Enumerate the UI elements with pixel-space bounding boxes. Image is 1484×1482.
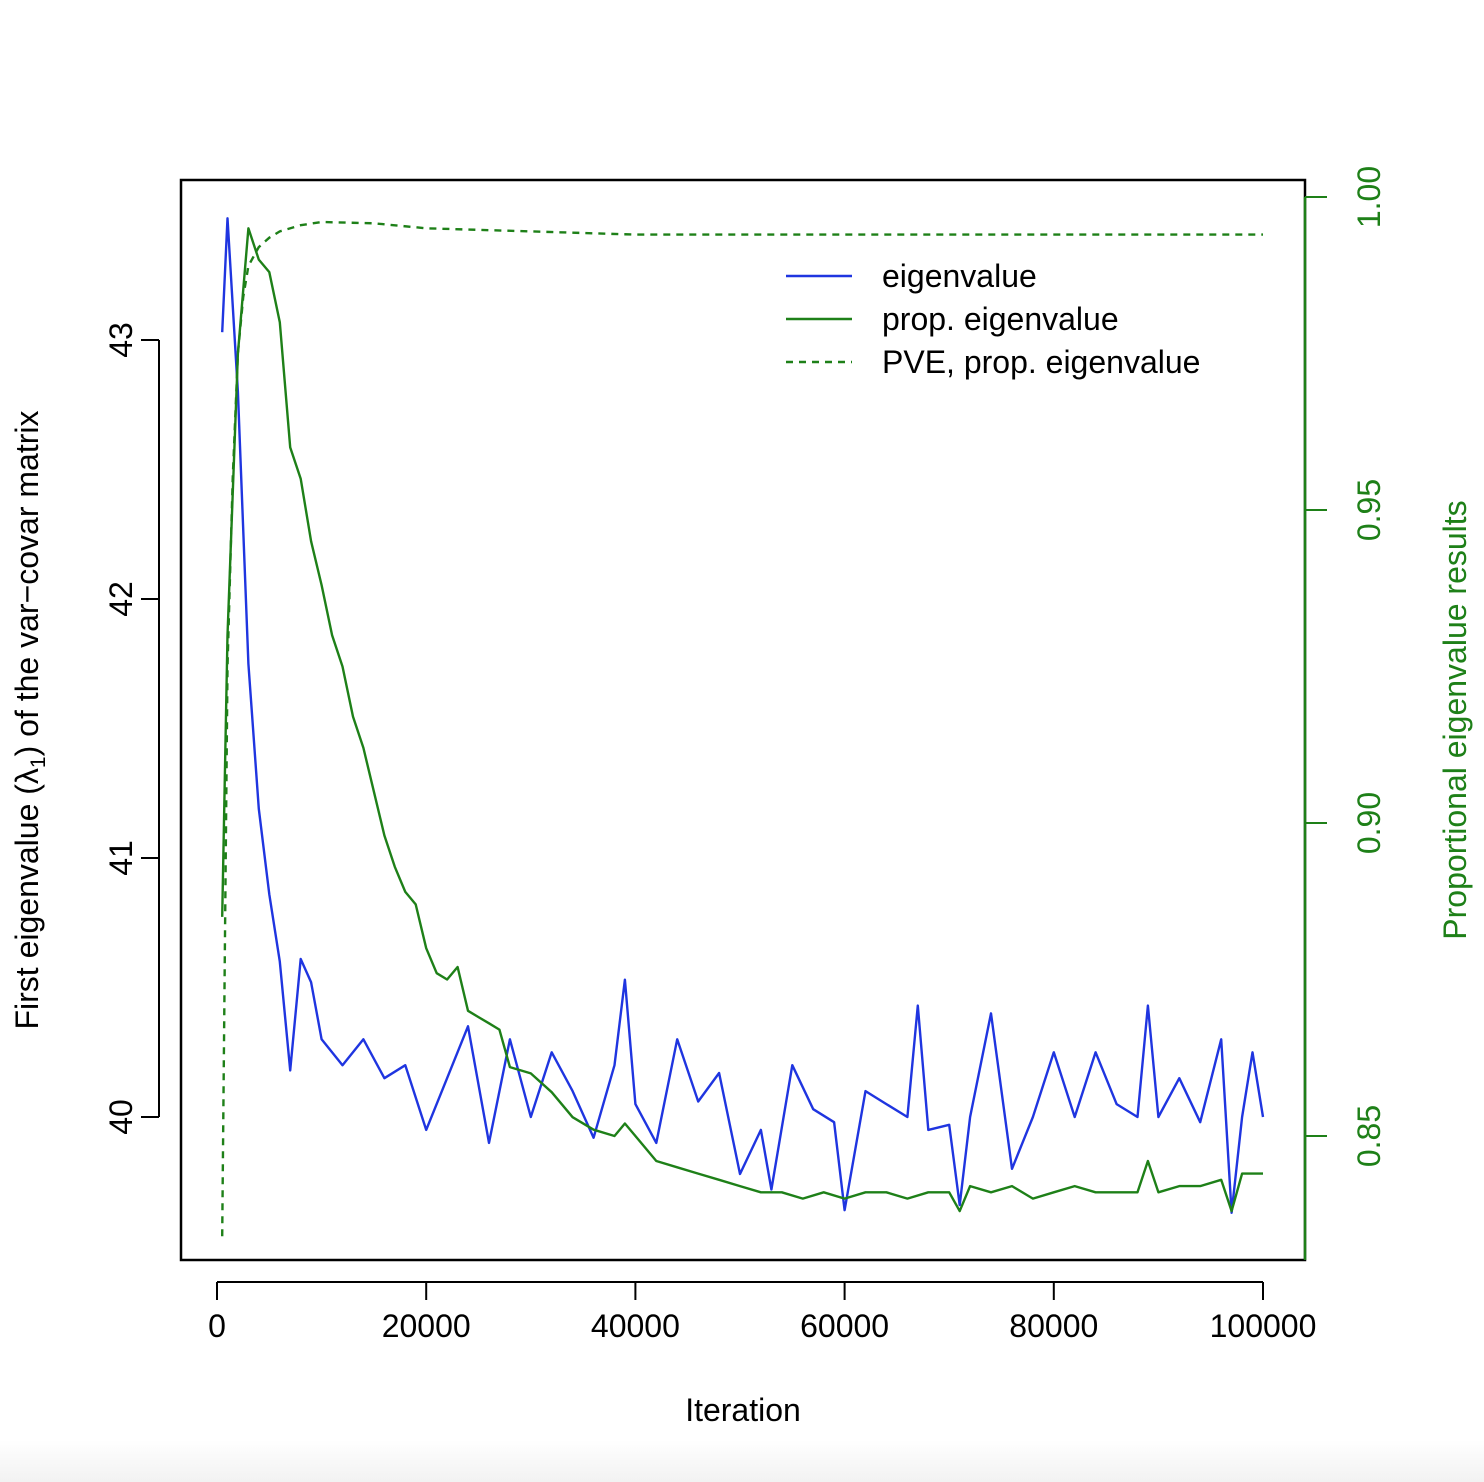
- series-line-0: [221, 217, 1265, 1215]
- x-axis-label: Iteration: [685, 1392, 801, 1428]
- series-layer: [221, 217, 1265, 1237]
- y-left-label-part-2: ) of the var−covar matrix: [9, 410, 45, 756]
- x-tick-label-3: 60000: [800, 1308, 889, 1344]
- series-line-2: [221, 220, 1263, 1237]
- x-axis: 0 20000 40000 60000 80000 100000: [208, 1281, 1317, 1344]
- x-tick-label-4: 80000: [1009, 1308, 1098, 1344]
- lambda-subscript: 1: [27, 756, 50, 768]
- y-right-axis: 0.85 0.90 0.95 1.00: [1303, 166, 1387, 1260]
- legend-label-eigenvalue: eigenvalue: [882, 258, 1037, 294]
- series-line-1: [221, 227, 1263, 1213]
- y-right-tick-label-2: 0.95: [1351, 479, 1387, 541]
- y-right-tick-label-1: 0.90: [1351, 792, 1387, 854]
- y-right-tick-label-3: 1.00: [1351, 166, 1387, 228]
- y-left-axis: 40 41 42 43: [103, 322, 160, 1135]
- x-tick-label-2: 40000: [591, 1308, 680, 1344]
- x-tick-label-1: 20000: [382, 1308, 471, 1344]
- legend-label-pve: PVE, prop. eigenvalue: [882, 344, 1200, 380]
- y-left-axis-label: First eigenvalue (λ1) of the var−covar m…: [9, 410, 50, 1029]
- x-tick-label-0: 0: [208, 1308, 226, 1344]
- x-tick-label-5: 100000: [1210, 1308, 1317, 1344]
- chart-svg: 0 20000 40000 60000 80000 100000 40 41 42 43 0.8…: [9, 166, 1473, 1428]
- window-bottom-strip: [0, 1440, 1484, 1482]
- legend: eigenvalue prop. eigenvalue PVE, prop. e…: [786, 258, 1200, 380]
- y-left-tick-label-3: 43: [103, 322, 139, 358]
- y-left-tick-label-0: 40: [103, 1099, 139, 1135]
- y-left-label-part-1: First eigenvalue (: [9, 784, 45, 1030]
- y-left-tick-label-2: 42: [103, 581, 139, 617]
- legend-label-prop-eigenvalue: prop. eigenvalue: [882, 301, 1119, 337]
- lambda-symbol: λ: [9, 768, 45, 784]
- y-left-tick-label-1: 41: [103, 840, 139, 876]
- y-right-tick-label-0: 0.85: [1351, 1105, 1387, 1167]
- y-right-axis-label: Proportional eigenvalue results: [1437, 500, 1473, 939]
- plot-frame: [179, 178, 1307, 1262]
